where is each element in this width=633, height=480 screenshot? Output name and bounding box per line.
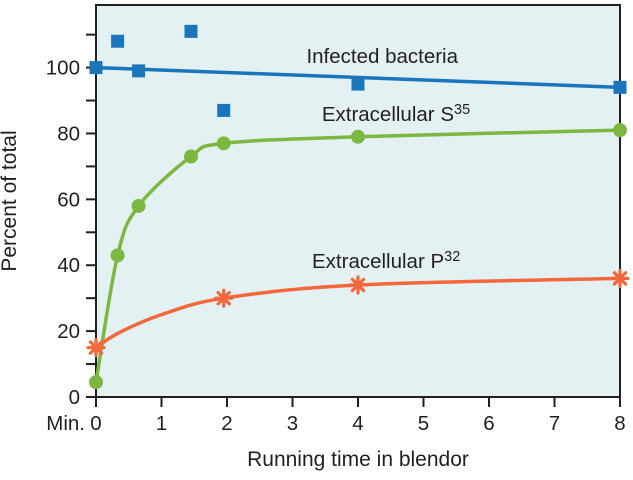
x-axis-unit-label: Min. <box>46 412 85 435</box>
x-tick-label: 3 <box>287 412 298 435</box>
y-axis-title: Percent of total <box>0 130 21 271</box>
x-tick-label: 0 <box>90 412 101 435</box>
marker-asterisk <box>86 337 106 358</box>
x-tick-label: 2 <box>221 412 232 435</box>
series-label-extracellular-s35: Extracellular S35 <box>322 102 470 126</box>
x-tick-label: 5 <box>418 412 429 435</box>
x-tick-label: 4 <box>352 412 363 435</box>
series-label-infected-bacteria: Infected bacteria <box>306 45 458 68</box>
marker-circle <box>89 375 103 390</box>
x-tick-label: 8 <box>614 412 625 435</box>
marker-square <box>184 24 198 38</box>
marker-asterisk <box>214 288 234 308</box>
y-tick-label: 100 <box>46 57 80 80</box>
marker-square <box>132 64 146 78</box>
x-tick-label: 7 <box>549 412 560 435</box>
marker-square <box>89 61 103 75</box>
marker-circle <box>216 136 231 151</box>
series-extracellular-p32: Extracellular P32 <box>86 249 630 358</box>
marker-square <box>351 77 365 91</box>
marker-circle <box>351 129 365 144</box>
series-extracellular-s35: Extracellular S35 <box>89 102 627 390</box>
marker-asterisk <box>348 275 368 295</box>
y-tick-label: 0 <box>69 386 80 409</box>
x-tick-label: 6 <box>483 412 494 435</box>
marker-square <box>111 34 125 48</box>
series-line-infected-bacteria <box>94 65 622 90</box>
y-tick-label: 40 <box>57 254 80 277</box>
y-tick-label: 60 <box>57 188 80 211</box>
marker-square <box>613 80 627 94</box>
x-tick-label: 1 <box>156 412 167 435</box>
series-label-extracellular-p32: Extracellular P32 <box>312 249 460 273</box>
y-tick-label: 80 <box>57 122 80 145</box>
marker-circle <box>110 248 125 263</box>
marker-square <box>217 103 231 117</box>
x-axis-title: Running time in blendor <box>247 448 469 471</box>
marker-asterisk <box>610 268 630 289</box>
marker-circle <box>131 198 146 213</box>
y-tick-label: 20 <box>57 320 80 343</box>
marker-circle <box>613 123 627 138</box>
series-infected-bacteria: Infected bacteria <box>89 24 627 117</box>
marker-circle <box>183 149 198 164</box>
